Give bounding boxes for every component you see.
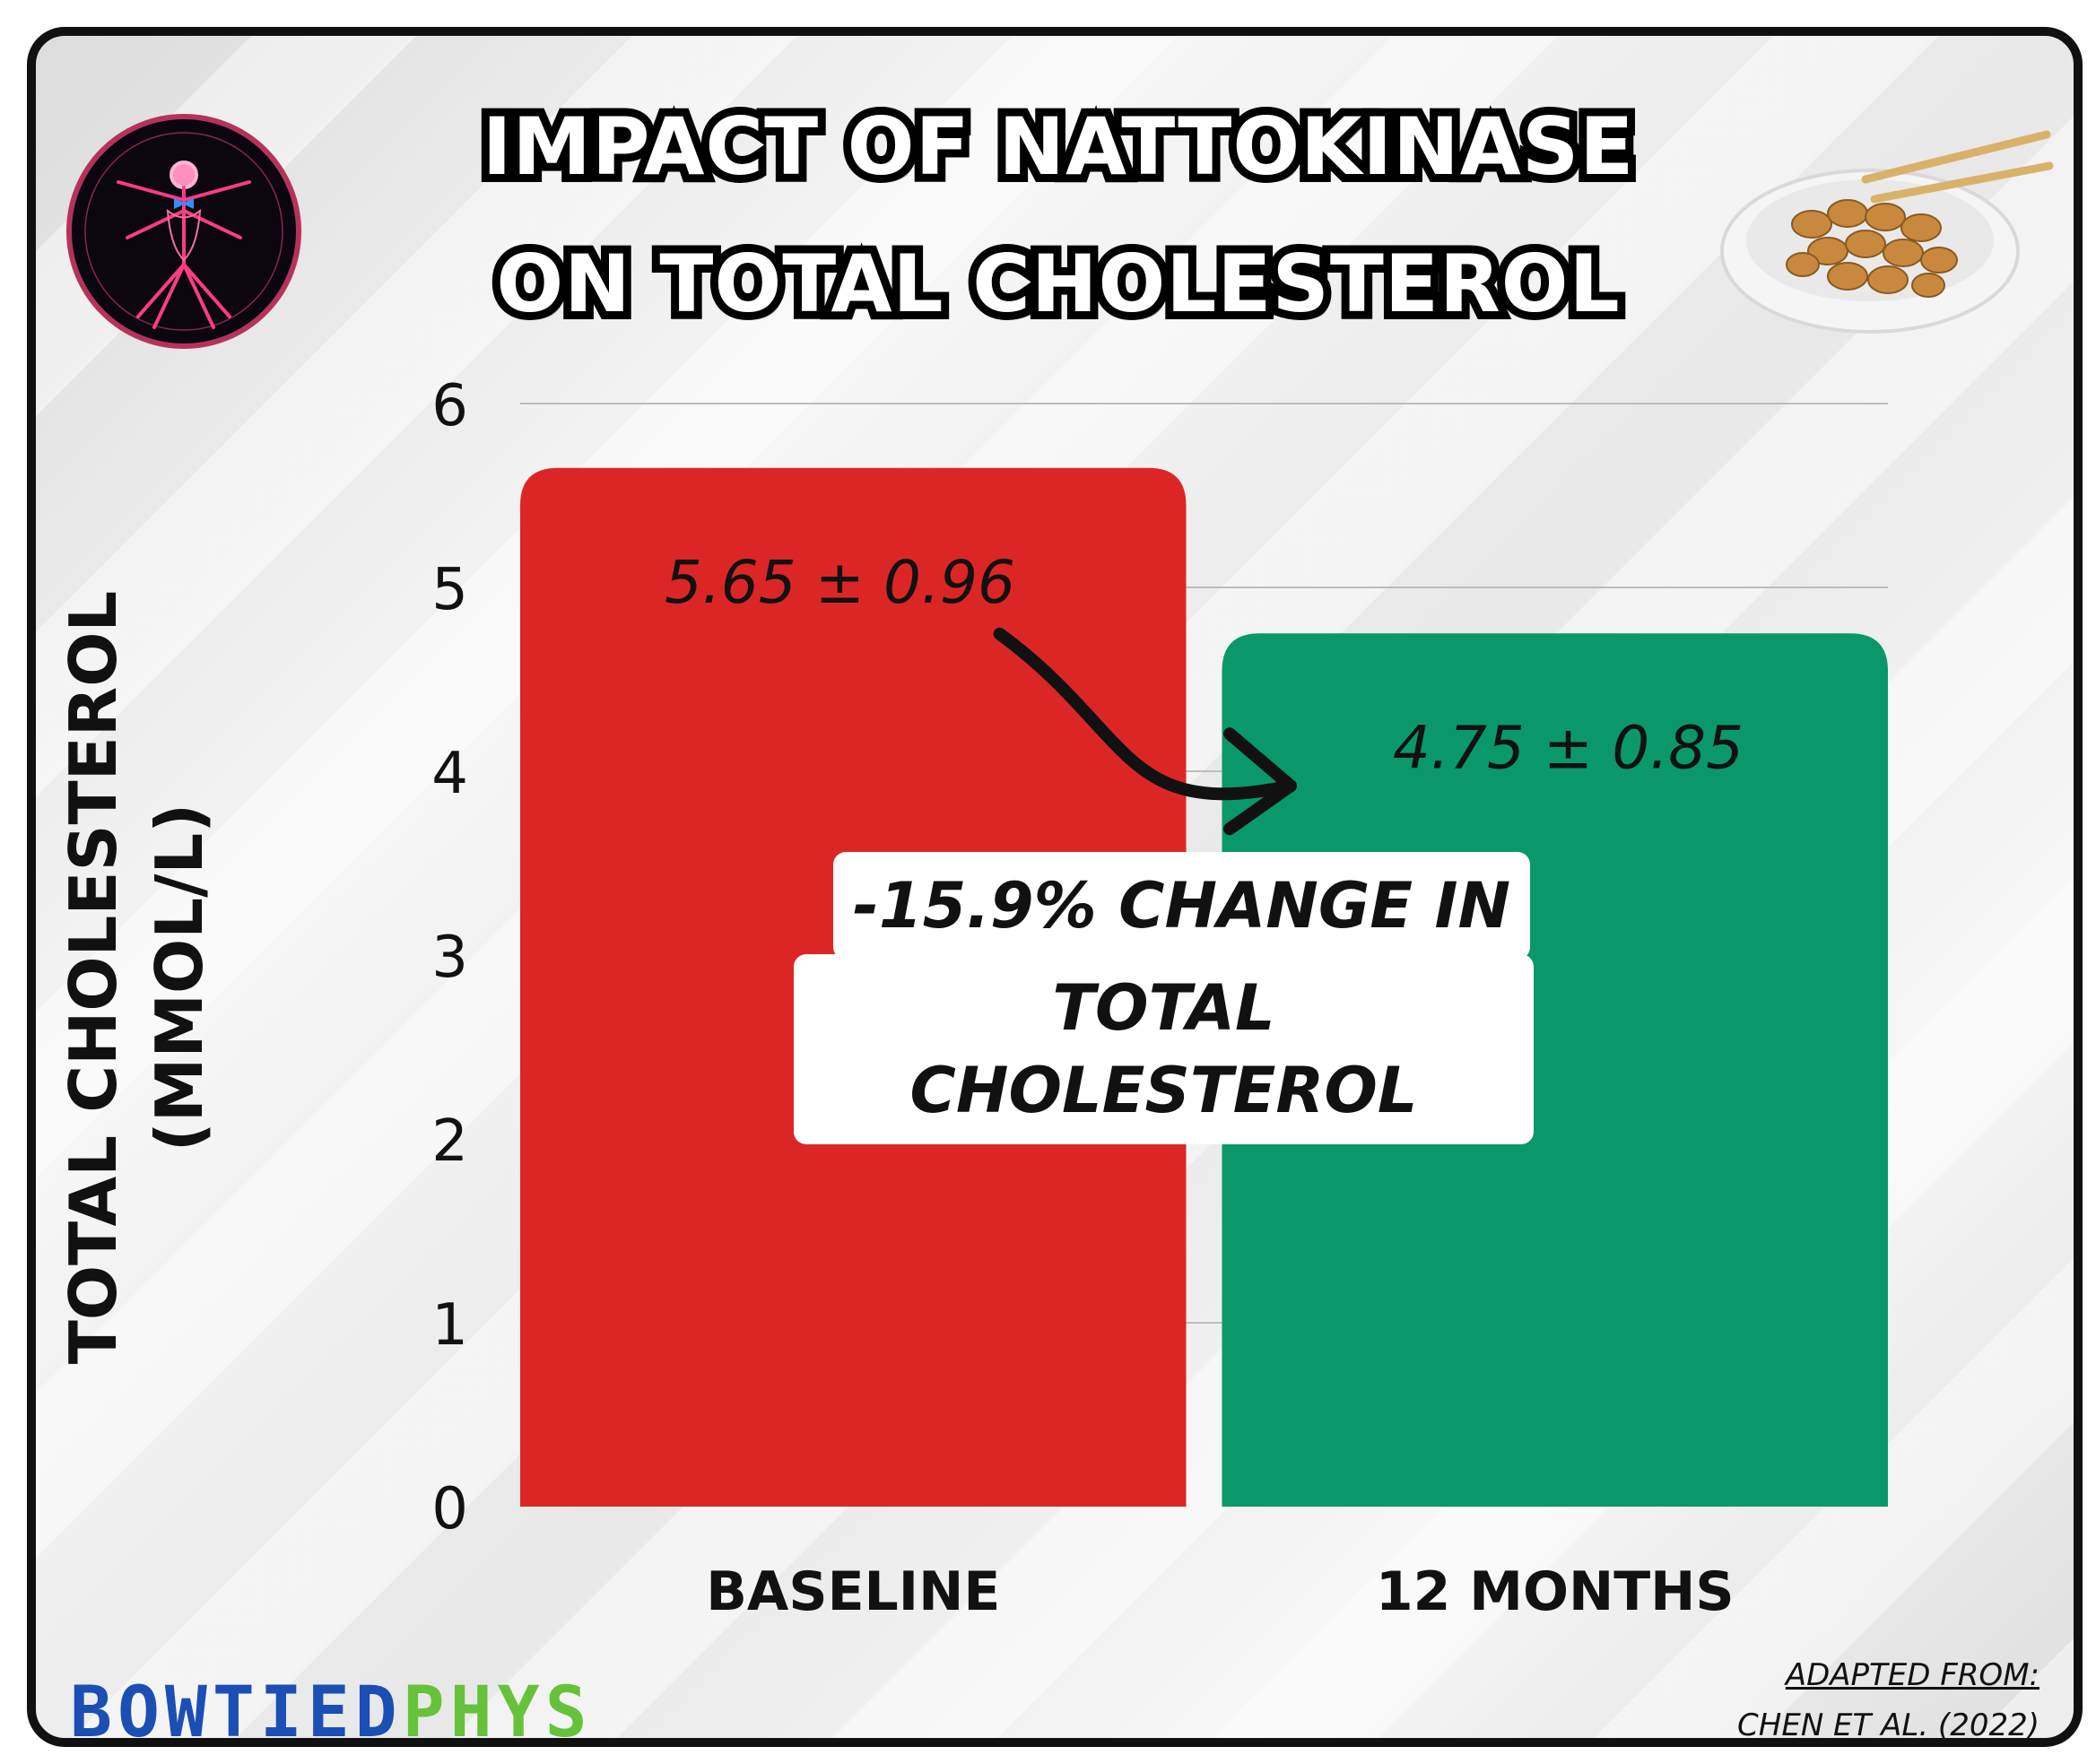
chart-title-line2: ON TOTAL CHOLESTEROL xyxy=(488,230,1627,338)
y-tick-label-4: 4 xyxy=(431,741,468,807)
y-tick-label-5: 5 xyxy=(431,557,468,623)
chart-title-line1: IMPACT OF NATTOKINASE xyxy=(474,92,1642,201)
y-tick-label-6: 6 xyxy=(431,373,468,439)
brand-part1: BOWTIED xyxy=(70,1673,403,1747)
y-tick-label-2: 2 xyxy=(431,1108,468,1175)
change-callout-line1: -15.9% CHANGE IN xyxy=(832,852,1531,960)
change-arrow xyxy=(993,627,1298,801)
anatomy-logo-icon xyxy=(66,114,301,349)
y-tick-label-0: 0 xyxy=(431,1476,468,1542)
source-line1: ADAPTED FROM: xyxy=(1785,1657,2039,1693)
source-line2: CHEN ET AL. (2022) xyxy=(1737,1708,2039,1743)
y-tick-label-3: 3 xyxy=(431,925,468,991)
change-callout-line2: TOTAL CHOLESTEROL xyxy=(794,954,1534,1144)
y-tick-label-1: 1 xyxy=(431,1292,468,1359)
bar-12-months xyxy=(1222,633,1888,1507)
x-tick-label: BASELINE xyxy=(706,1560,1000,1623)
data-label: 4.75 ± 0.85 xyxy=(1393,713,1744,782)
x-tick-label: 12 MONTHS xyxy=(1376,1560,1735,1623)
change-arrow-head xyxy=(1223,727,1298,836)
change-callout: -15.9% CHANGE IN TOTAL CHOLESTEROL xyxy=(794,852,1534,1144)
brand-logo: BOWTIEDPHYS xyxy=(70,1673,593,1747)
natto-bowl-icon xyxy=(1720,130,2054,334)
infographic-card: IMPACT OF NATTOKINASE ON TOTAL CHOLESTER… xyxy=(27,27,2083,1747)
data-label: 5.65 ± 0.96 xyxy=(665,548,1015,617)
brand-part2: PHYS xyxy=(402,1673,593,1747)
source-citation: ADAPTED FROM: CHEN ET AL. (2022) xyxy=(1737,1650,2039,1743)
